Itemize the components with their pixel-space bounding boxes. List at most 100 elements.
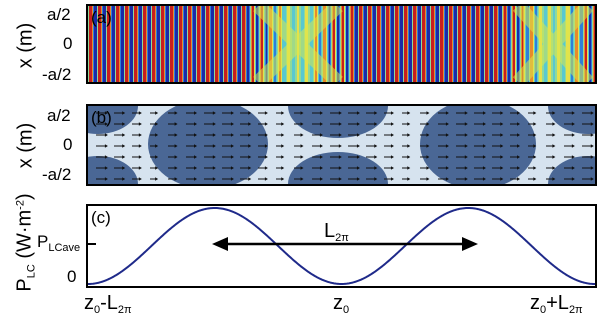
stripe-column: [457, 6, 459, 82]
stripe-column: [434, 6, 436, 82]
stripe-column: [123, 6, 125, 82]
flux-arrow-head: [122, 155, 126, 159]
stripe-column: [183, 6, 185, 82]
stripe-column: [509, 6, 511, 82]
stripe-column: [282, 6, 284, 82]
flux-arrow-head: [374, 155, 378, 159]
stripe-column: [410, 6, 412, 82]
stripe-column: [414, 6, 416, 82]
stripe-column: [240, 6, 242, 82]
stripe-column: [149, 6, 151, 82]
stripe-column: [515, 6, 517, 82]
stripe-column: [379, 6, 381, 82]
stripe-column: [436, 6, 438, 82]
flux-arrow-head: [212, 122, 216, 126]
stripe-column: [340, 6, 342, 82]
stripe-column: [197, 6, 199, 82]
flux-arrow-head: [281, 155, 285, 159]
stripe-column: [325, 6, 327, 82]
stripe-column: [382, 6, 384, 82]
intensity-blob: [88, 156, 138, 184]
flux-arrow-head: [319, 133, 323, 137]
stripe-column: [198, 6, 200, 82]
flux-arrow-head: [194, 122, 198, 126]
flux-arrow-head: [517, 177, 521, 181]
stripe-column: [251, 6, 253, 82]
stripe-column: [480, 6, 482, 82]
stripe-column: [228, 6, 230, 82]
flux-arrow-head: [517, 111, 521, 115]
flux-arrow-head: [338, 133, 342, 137]
stripe-column: [156, 6, 158, 82]
stripe-column: [194, 6, 196, 82]
stripe-column: [536, 6, 538, 82]
stripe-column: [356, 6, 358, 82]
flux-arrow-head: [445, 122, 449, 126]
stripe-column: [148, 6, 150, 82]
stripe-column: [521, 6, 523, 82]
flux-arrow-head: [517, 144, 521, 148]
stripe-column: [387, 6, 389, 82]
stripe-column: [125, 6, 127, 82]
stripe-column: [95, 6, 97, 82]
stripe-column: [210, 6, 212, 82]
stripe-column: [215, 6, 217, 82]
flux-arrow-head: [445, 177, 449, 181]
stripe-column: [591, 6, 593, 82]
stripe-column: [510, 6, 512, 82]
xtick-right-L-sub: 2π: [568, 304, 583, 316]
stripe-column: [157, 6, 159, 82]
stripe-column: [247, 6, 249, 82]
stripe-column: [442, 6, 444, 82]
flux-arrow-head: [300, 111, 304, 115]
flux-arrow-head: [122, 166, 126, 170]
stripe-column: [483, 6, 485, 82]
stripe-column: [220, 6, 222, 82]
stripe-column: [99, 6, 101, 82]
flux-arrow-head: [194, 111, 198, 115]
stripe-column: [217, 6, 219, 82]
flux-arrow-head: [356, 122, 360, 126]
flux-arrow-head: [571, 155, 575, 159]
stripe-column: [277, 6, 279, 82]
flux-arrow-head: [590, 155, 594, 159]
stripe-column: [276, 6, 278, 82]
stripe-column: [102, 6, 104, 82]
stripe-column: [279, 6, 281, 82]
stripe-column: [314, 6, 316, 82]
flux-arrow-head: [407, 122, 411, 126]
flux-arrow-head: [426, 155, 430, 159]
stripe-column: [202, 6, 204, 82]
stripe-column: [310, 6, 312, 82]
flux-arrow-head: [426, 111, 430, 115]
stripe-column: [586, 6, 588, 82]
stripe-column: [530, 6, 532, 82]
stripe-column: [130, 6, 132, 82]
stripe-column: [103, 6, 105, 82]
stripe-column: [318, 6, 320, 82]
stripe-column: [430, 6, 432, 82]
stripe-column: [145, 6, 147, 82]
flux-arrow-head: [104, 166, 108, 170]
flux-arrow-head: [174, 122, 178, 126]
flux-arrow-head: [482, 133, 486, 137]
stripe-column: [209, 6, 211, 82]
flux-arrow-head: [264, 177, 268, 181]
stripe-column: [108, 6, 110, 82]
stripe-column: [155, 6, 157, 82]
stripe-column: [456, 6, 458, 82]
stripe-column: [257, 6, 259, 82]
stripe-column: [445, 6, 447, 82]
flux-arrow-head: [300, 122, 304, 126]
stripe-column: [260, 6, 262, 82]
flux-arrow-head: [264, 133, 268, 137]
stripe-column: [219, 6, 221, 82]
stripe-column: [389, 6, 391, 82]
stripe-column: [173, 6, 175, 82]
stripe-column: [92, 6, 94, 82]
stripe-column: [216, 6, 218, 82]
stripe-column: [399, 6, 401, 82]
stripe-column: [527, 6, 529, 82]
stripe-column: [463, 6, 465, 82]
flux-arrow-head: [122, 111, 126, 115]
